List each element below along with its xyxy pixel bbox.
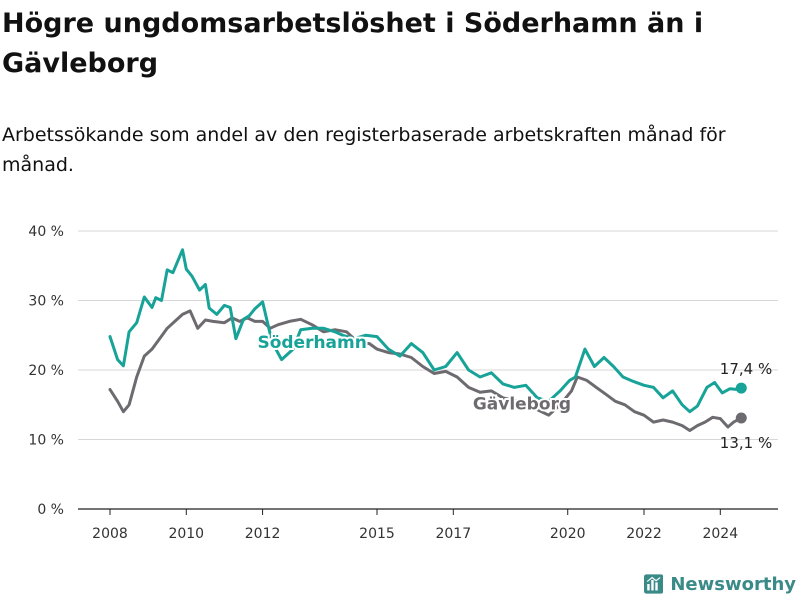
line-chart: 0 % 10 % 20 % 30 % 40 % 2008 2010 2012 2015 2017 2… [28, 224, 778, 542]
x-tick-label: 2012 [245, 526, 281, 542]
end-value-label-gavleborg: 13,1 % [720, 434, 772, 452]
y-tick-label: 10 % [28, 433, 64, 449]
series-line-gavleborg [108, 309, 743, 432]
chart-title: Högre ungdomsarbetslöshet i Söderhamn än… [2, 8, 704, 79]
series-end-point-soderhamn [735, 382, 747, 394]
series-end-point-gavleborg [735, 412, 747, 424]
x-tick-label: 2008 [92, 526, 128, 542]
x-tick-label: 2015 [359, 526, 395, 542]
x-tick-label: 2020 [550, 526, 586, 542]
chart-subtitle: Arbetssökande som andel av den registerb… [2, 124, 726, 176]
y-tick-label: 40 % [28, 224, 64, 240]
series-line-soderhamn [108, 248, 743, 414]
bar-chart-logo-icon [644, 574, 664, 594]
y-tick-label: 20 % [28, 363, 64, 379]
logo-text: Newsworthy [670, 573, 796, 595]
x-tick-label: 2017 [435, 526, 471, 542]
x-tick-label: 2024 [702, 526, 738, 542]
x-tick-label: 2010 [168, 526, 204, 542]
series-annotation-label: Söderhamn [257, 333, 366, 353]
y-tick-label: 30 % [28, 294, 64, 310]
series-annotation-label: Gävleborg [473, 395, 571, 415]
newsworthy-logo[interactable]: Newsworthy [644, 570, 796, 598]
x-tick-label: 2022 [626, 526, 662, 542]
y-tick-label: 0 % [37, 502, 64, 518]
end-value-label-soderhamn: 17,4 % [720, 360, 772, 378]
